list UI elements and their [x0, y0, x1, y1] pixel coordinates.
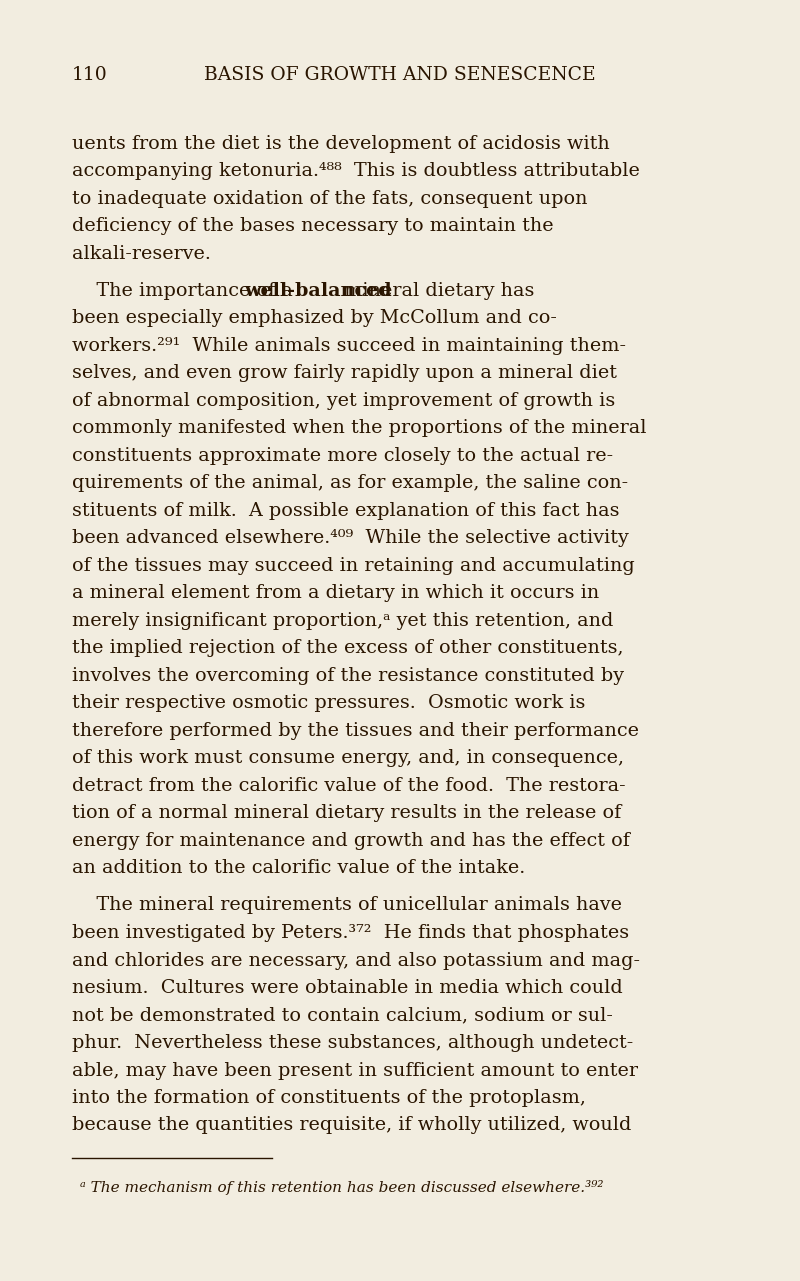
Text: their respective osmotic pressures.  Osmotic work is: their respective osmotic pressures. Osmo…	[72, 694, 586, 712]
Text: 110: 110	[72, 67, 108, 85]
Text: The importance of a: The importance of a	[72, 282, 299, 300]
Text: detract from the calorific value of the food.  The restora-: detract from the calorific value of the …	[72, 776, 626, 796]
Text: of the tissues may succeed in retaining and accumulating: of the tissues may succeed in retaining …	[72, 557, 634, 575]
Text: an addition to the calorific value of the intake.: an addition to the calorific value of th…	[72, 860, 526, 877]
Text: alkali-reserve.: alkali-reserve.	[72, 245, 211, 263]
Text: ᵃ The mechanism of this retention has been discussed elsewhere.³⁹²: ᵃ The mechanism of this retention has be…	[80, 1180, 603, 1195]
Text: involves the overcoming of the resistance constituted by: involves the overcoming of the resistanc…	[72, 667, 624, 685]
Text: and chlorides are necessary, and also potassium and mag-: and chlorides are necessary, and also po…	[72, 952, 640, 970]
Text: commonly manifested when the proportions of the mineral: commonly manifested when the proportions…	[72, 419, 646, 437]
Text: to inadequate oxidation of the fats, consequent upon: to inadequate oxidation of the fats, con…	[72, 190, 587, 208]
Text: been especially emphasized by McCollum and co-: been especially emphasized by McCollum a…	[72, 310, 557, 328]
Text: quirements of the animal, as for example, the saline con-: quirements of the animal, as for example…	[72, 474, 628, 492]
Text: deficiency of the bases necessary to maintain the: deficiency of the bases necessary to mai…	[72, 218, 554, 236]
Text: of abnormal composition, yet improvement of growth is: of abnormal composition, yet improvement…	[72, 392, 615, 410]
Text: not be demonstrated to contain calcium, sodium or sul-: not be demonstrated to contain calcium, …	[72, 1007, 613, 1025]
Text: BASIS OF GROWTH AND SENESCENCE: BASIS OF GROWTH AND SENESCENCE	[204, 67, 596, 85]
Text: been investigated by Peters.³⁷²  He finds that phosphates: been investigated by Peters.³⁷² He finds…	[72, 924, 629, 942]
Text: because the quantities requisite, if wholly utilized, would: because the quantities requisite, if who…	[72, 1117, 631, 1135]
Text: into the formation of constituents of the protoplasm,: into the formation of constituents of th…	[72, 1089, 586, 1107]
Text: phur.  Nevertheless these substances, although undetect-: phur. Nevertheless these substances, alt…	[72, 1034, 634, 1052]
Text: merely insignificant proportion,ᵃ yet this retention, and: merely insignificant proportion,ᵃ yet th…	[72, 612, 614, 630]
Text: stituents of milk.  A possible explanation of this fact has: stituents of milk. A possible explanatio…	[72, 502, 619, 520]
Text: a mineral element from a dietary in which it occurs in: a mineral element from a dietary in whic…	[72, 584, 599, 602]
Text: constituents approximate more closely to the actual re-: constituents approximate more closely to…	[72, 447, 613, 465]
Text: accompanying ketonuria.⁴⁸⁸  This is doubtless attributable: accompanying ketonuria.⁴⁸⁸ This is doubt…	[72, 163, 640, 181]
Text: selves, and even grow fairly rapidly upon a mineral diet: selves, and even grow fairly rapidly upo…	[72, 364, 617, 382]
Text: therefore performed by the tissues and their performance: therefore performed by the tissues and t…	[72, 722, 639, 740]
Text: uents from the diet is the development of acidosis with: uents from the diet is the development o…	[72, 135, 610, 152]
Text: nesium.  Cultures were obtainable in media which could: nesium. Cultures were obtainable in medi…	[72, 979, 622, 997]
Text: the implied rejection of the excess of other constituents,: the implied rejection of the excess of o…	[72, 639, 623, 657]
Text: of this work must consume energy, and, in consequence,: of this work must consume energy, and, i…	[72, 749, 624, 767]
Text: workers.²⁹¹  While animals succeed in maintaining them-: workers.²⁹¹ While animals succeed in mai…	[72, 337, 626, 355]
Text: The mineral requirements of unicellular animals have: The mineral requirements of unicellular …	[72, 897, 622, 915]
Text: energy for maintenance and growth and has the effect of: energy for maintenance and growth and ha…	[72, 831, 630, 849]
Text: been advanced elsewhere.⁴⁰⁹  While the selective activity: been advanced elsewhere.⁴⁰⁹ While the se…	[72, 529, 629, 547]
Text: well-balanced: well-balanced	[244, 282, 392, 300]
Text: mineral dietary has: mineral dietary has	[338, 282, 534, 300]
Text: able, may have been present in sufficient amount to enter: able, may have been present in sufficien…	[72, 1062, 638, 1080]
Text: tion of a normal mineral dietary results in the release of: tion of a normal mineral dietary results…	[72, 804, 622, 822]
